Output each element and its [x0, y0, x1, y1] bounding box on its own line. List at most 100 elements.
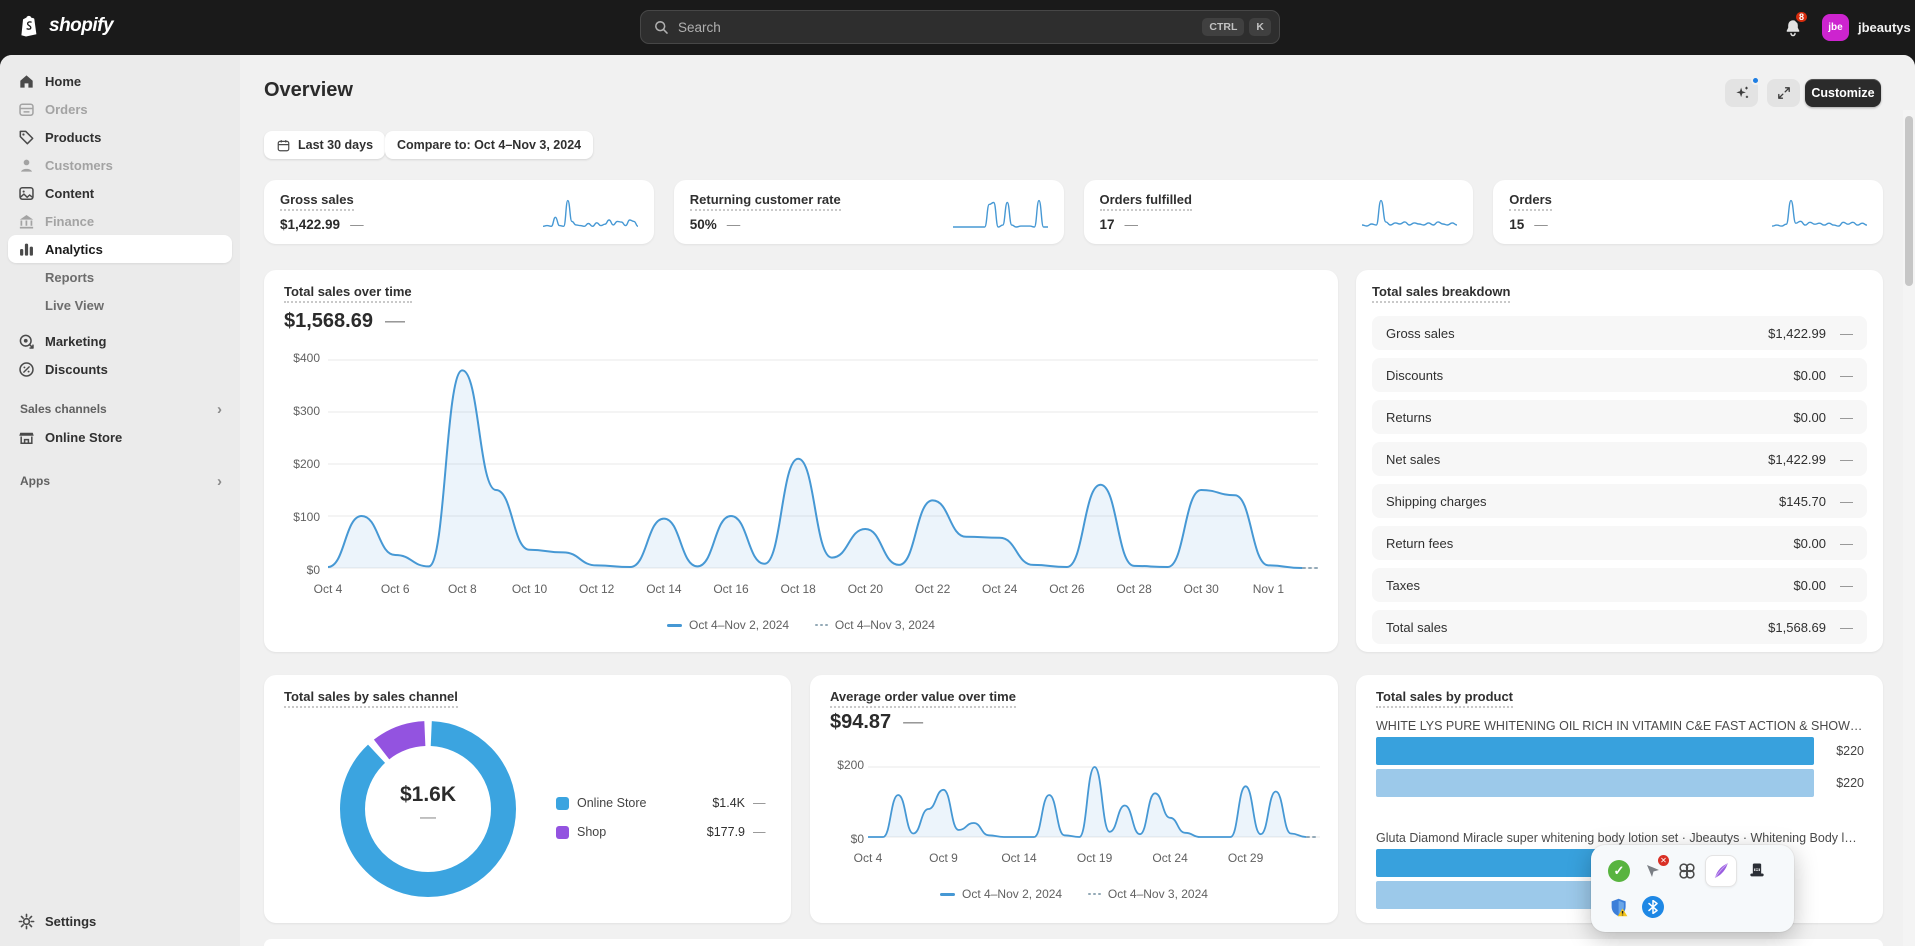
x-axis-tick: Oct 18	[780, 582, 816, 596]
metric-card-orders[interactable]: Orders 15 —	[1493, 180, 1883, 244]
shopify-logo[interactable]: shopify	[18, 13, 114, 39]
store-name: jbeautys	[1858, 20, 1911, 35]
metric-value: 15	[1509, 217, 1525, 232]
bluetooth-icon	[1642, 896, 1664, 918]
ai-assistant-button[interactable]	[1725, 76, 1760, 107]
card-title[interactable]: Total sales breakdown	[1372, 284, 1511, 303]
location-arrow-icon	[1647, 865, 1659, 877]
search-input[interactable]	[678, 19, 1198, 35]
sidebar-item-products[interactable]: Products	[8, 123, 232, 151]
body: Home Orders Products Customers Content F…	[0, 55, 1915, 946]
top-hat-icon	[1750, 863, 1764, 877]
card-title[interactable]: Average order value over time	[830, 689, 1016, 708]
sidebar-item-reports[interactable]: Reports	[45, 269, 95, 285]
metric-card-gross-sales[interactable]: Gross sales $1,422.99 —	[264, 180, 654, 244]
discounts-icon	[19, 361, 34, 377]
sparkline-chart	[1772, 199, 1867, 227]
breakdown-row[interactable]: Returns $0.00—	[1372, 400, 1867, 434]
global-search[interactable]: CTRL K	[640, 10, 1280, 44]
legend-online-store: Online Store $1.4K —	[556, 791, 766, 815]
clover-extension-button[interactable]	[1675, 859, 1699, 883]
x-axis-tick: Oct 24	[1152, 851, 1188, 865]
metric-cards-row: Gross sales $1,422.99 — Returning custome…	[264, 180, 1883, 244]
chart-legend: Oct 4–Nov 2, 2024 Oct 4–Nov 3, 2024	[264, 618, 1338, 632]
customers-icon	[20, 159, 33, 172]
x-axis-tick: Oct 8	[447, 582, 477, 596]
date-range-pill[interactable]: Last 30 days	[264, 131, 386, 159]
scrollbar-thumb[interactable]	[1905, 116, 1913, 286]
customize-button[interactable]: Customize	[1805, 79, 1881, 107]
metric-card-orders-fulfilled[interactable]: Orders fulfilled 17 —	[1083, 180, 1474, 244]
product-bar-previous[interactable]	[1376, 769, 1814, 797]
breakdown-row[interactable]: Return fees $0.00—	[1372, 526, 1867, 560]
bell-icon	[1786, 20, 1800, 37]
x-axis-tick: Oct 22	[914, 582, 951, 596]
shield-warning-icon	[1611, 898, 1627, 916]
comparison-dash: —	[350, 217, 364, 232]
expand-button[interactable]	[1767, 79, 1800, 107]
chart-legend: Oct 4–Nov 2, 2024 Oct 4–Nov 3, 2024	[810, 887, 1338, 901]
navigation-error-button[interactable]: ✕	[1641, 855, 1669, 883]
extension-toolbar-overlay: ✓ ✕	[1591, 845, 1794, 932]
product-bar-current[interactable]	[1376, 737, 1814, 765]
notifications-button[interactable]: 8	[1778, 10, 1810, 43]
sidebar-item-home[interactable]: Home	[8, 67, 232, 95]
metric-title[interactable]: Orders	[1509, 192, 1552, 211]
card-title[interactable]: Total sales by product	[1376, 689, 1514, 708]
bluetooth-extension-button[interactable]	[1641, 895, 1665, 919]
brand-name: shopify	[49, 15, 114, 36]
metric-title[interactable]: Returning customer rate	[689, 192, 841, 211]
legend-previous-period: Oct 4–Nov 3, 2024	[1088, 887, 1208, 901]
sidebar-item-marketing[interactable]: Marketing	[8, 327, 232, 355]
x-axis-tick: Oct 29	[1227, 851, 1264, 865]
card-title[interactable]: Total sales by sales channel	[284, 689, 458, 708]
sidebar-item-customers[interactable]: Customers	[8, 151, 232, 179]
sidebar-item-live-view[interactable]: Live View	[45, 297, 105, 313]
page-scrollbar[interactable]	[1903, 110, 1915, 946]
sidebar-section-sales-channels[interactable]: Sales channels ›	[20, 400, 222, 418]
tophat-extension-button[interactable]	[1745, 859, 1769, 883]
shield-warning-extension-button[interactable]	[1607, 895, 1631, 919]
metric-card-returning-customer-rate[interactable]: Returning customer rate 50% —	[673, 180, 1064, 244]
x-axis-tick: Oct 24	[982, 582, 1018, 596]
clover-icon	[1679, 863, 1695, 879]
x-axis: Oct 4 Oct 6 Oct 8 Oct 10 Oct 12 Oct 14 Oct 16 O…	[314, 582, 1318, 598]
sidebar-item-content[interactable]: Content	[8, 179, 232, 207]
sidebar-item-online-store[interactable]: Online Store	[8, 423, 232, 451]
sidebar: Home Orders Products Customers Content F…	[0, 55, 240, 946]
sidebar-item-orders[interactable]: Orders	[8, 95, 232, 123]
y-axis: $400 $300 $200 $100 $0	[276, 351, 320, 577]
sparkline-chart	[1362, 199, 1458, 227]
breakdown-row[interactable]: Discounts $0.00—	[1372, 358, 1867, 392]
y-axis-tick: $400	[293, 351, 320, 365]
x-axis-tick: Oct 26	[1049, 582, 1085, 596]
solid-line-marker	[667, 623, 683, 627]
check-extension-button[interactable]: ✓	[1607, 859, 1631, 883]
sidebar-item-analytics[interactable]: Analytics	[8, 235, 232, 263]
card-title[interactable]: Total sales over time	[284, 284, 412, 303]
sidebar-item-discounts[interactable]: Discounts	[8, 355, 232, 383]
sidebar-section-apps[interactable]: Apps ›	[20, 472, 222, 490]
sparkline-chart	[542, 199, 638, 227]
breakdown-row[interactable]: Gross sales $1,422.99—	[1372, 316, 1867, 350]
breakdown-row[interactable]: Total sales $1,568.69—	[1372, 610, 1867, 644]
metric-title[interactable]: Gross sales	[280, 192, 354, 211]
metric-title[interactable]: Orders fulfilled	[1099, 192, 1192, 211]
search-icon	[655, 20, 668, 34]
avatar: jbe	[1822, 14, 1849, 41]
breakdown-row[interactable]: Net sales $1,422.99—	[1372, 442, 1867, 476]
breakdown-row[interactable]: Taxes $0.00—	[1372, 568, 1867, 602]
feather-extension-button-selected[interactable]	[1705, 855, 1737, 887]
sidebar-item-settings[interactable]: Settings	[8, 907, 232, 935]
sidebar-item-finance[interactable]: Finance	[8, 207, 232, 235]
total-sales-breakdown-card: Total sales breakdown Gross sales $1,422.…	[1356, 270, 1883, 652]
shopify-bag-icon	[21, 15, 37, 37]
breakdown-row[interactable]: Shipping charges $145.70—	[1372, 484, 1867, 518]
metric-value: $1,422.99	[280, 217, 341, 232]
product-name: Gluta Diamond Miracle super whitening bo…	[1376, 831, 1863, 845]
top-bar: shopify CTRL K 8 jbe jbeautys	[0, 0, 1915, 55]
solid-line-marker	[940, 892, 956, 896]
new-feature-dot	[1751, 76, 1760, 85]
user-menu[interactable]: jbe jbeautys	[1822, 14, 1911, 41]
compare-pill[interactable]: Compare to: Oct 4–Nov 3, 2024	[385, 131, 594, 159]
